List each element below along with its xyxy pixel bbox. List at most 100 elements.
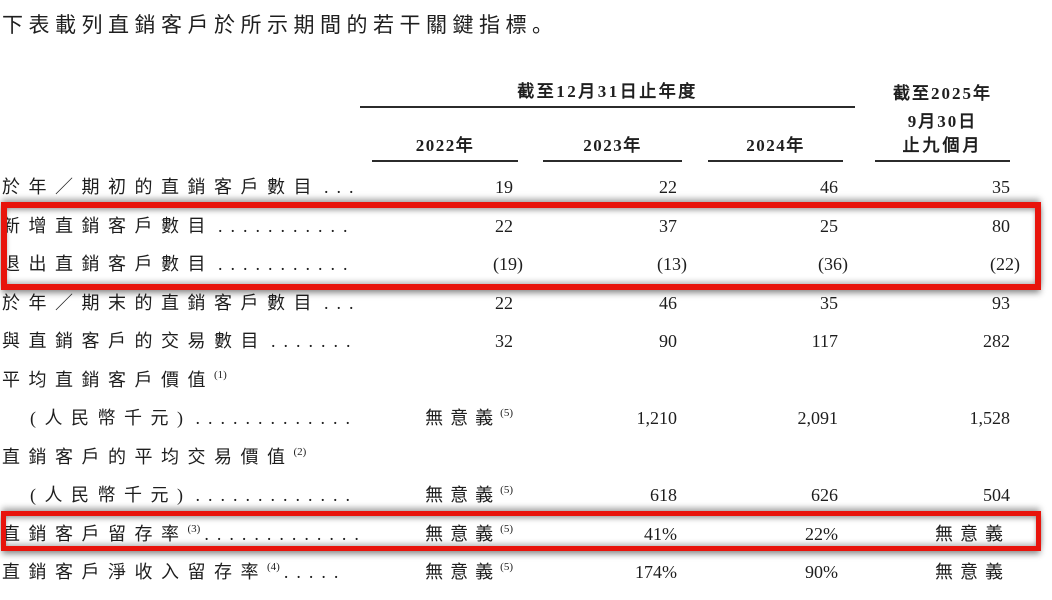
row-label: (人民幣千元) xyxy=(30,485,192,505)
footnote-ref: (5) xyxy=(500,522,513,535)
value-2022: 無意義(5) xyxy=(425,522,513,544)
footnote-ref: (5) xyxy=(500,561,513,573)
value-9m2025: 35 xyxy=(992,177,1010,197)
footnote-ref: (2) xyxy=(293,445,307,458)
dot-leader: ............. xyxy=(195,408,358,428)
value-2024: 626 xyxy=(811,485,838,505)
page-title: 下表載列直銷客戶於所示期間的若干關鍵指標。 xyxy=(2,13,559,37)
table-row: (人民幣千元)............. 無意義(5) 1,210 2,091 … xyxy=(0,399,1052,438)
table-header: 截至12月31日止年度 截至2025年 9月30日 2022年 2023年 20… xyxy=(0,76,1052,162)
value-9m2025: (22) xyxy=(990,254,1020,274)
value-2023: 1,210 xyxy=(636,408,678,428)
value-2022: 22 xyxy=(495,215,513,236)
row-label: 新增直銷客戶數目 xyxy=(2,215,214,236)
period-header-line3: 止九個月 xyxy=(875,134,1010,162)
table-row: 新增直銷客戶數目........... 22 37 25 80 xyxy=(0,207,1052,246)
period-header-line1: 截至2025年 xyxy=(893,84,992,103)
year-header-2022: 2022年 xyxy=(372,134,518,162)
value-2024: 46 xyxy=(820,177,838,197)
table-row: 直銷客戶淨收入留存率(4)..... 無意義(5) 174% 90% 無意義 xyxy=(0,553,1052,592)
value-2023: 90 xyxy=(659,331,677,351)
value-2023: (13) xyxy=(657,254,687,274)
value-2024 xyxy=(708,361,843,400)
value-9m2025: 無意義 xyxy=(935,523,1010,544)
value-2024: 2,091 xyxy=(797,408,839,428)
year-header-2024: 2024年 xyxy=(708,134,843,162)
value-9m2025 xyxy=(875,361,1010,400)
value-2023: 22 xyxy=(659,177,677,197)
value-9m2025: 80 xyxy=(992,215,1010,236)
row-label-cell: 直銷客戶的平均交易價值(2) xyxy=(0,438,372,477)
value-2024 xyxy=(708,438,843,477)
value-2023: 46 xyxy=(659,292,677,313)
table-row: 於年／期末的直銷客戶數目... 22 46 35 93 xyxy=(0,284,1052,323)
dot-leader: ... xyxy=(324,177,362,197)
value-2023: 41% xyxy=(644,523,677,544)
footnote-ref: (3) xyxy=(187,522,201,535)
value-9m2025: 93 xyxy=(992,292,1010,313)
row-label-cell: 於年／期初的直銷客戶數目... xyxy=(0,168,372,207)
row-label-cell: 平均直銷客戶價值(1) xyxy=(0,361,372,400)
row-label-cell: 於年／期末的直銷客戶數目... xyxy=(0,284,372,323)
value-2022: 無意義(5) xyxy=(425,561,513,583)
row-label: 退出直銷客戶數目 xyxy=(2,254,214,274)
table-row: 直銷客戶的平均交易價值(2) xyxy=(0,438,1052,477)
row-label: 於年／期初的直銷客戶數目 xyxy=(2,177,320,197)
dot-leader: ... xyxy=(324,292,362,313)
row-label-cell: 退出直銷客戶數目........... xyxy=(0,245,372,284)
dot-leader: ............. xyxy=(204,523,367,544)
value-2023 xyxy=(543,438,682,477)
footnote-ref: (5) xyxy=(500,407,513,419)
row-label: 直銷客戶淨收入留存率 xyxy=(2,562,267,582)
row-label-cell: (人民幣千元)............. xyxy=(0,476,372,515)
dot-leader: ..... xyxy=(283,562,347,582)
value-2024: 22% xyxy=(805,523,838,544)
value-2022: (19) xyxy=(493,254,523,274)
footnote-ref: (5) xyxy=(500,484,513,496)
value-2023: 174% xyxy=(635,562,677,582)
value-2022: 無意義(5) xyxy=(425,484,513,506)
table-row: 退出直銷客戶數目........... (19) (13) (36) (22) xyxy=(0,245,1052,284)
table-row: 直銷客戶留存率(3)............. 無意義(5) 41% 22% 無… xyxy=(0,515,1052,554)
column-group-header: 截至12月31日止年度 xyxy=(360,76,855,108)
dot-leader: ....... xyxy=(271,331,359,351)
value-2022 xyxy=(372,438,518,477)
value-2022: 19 xyxy=(495,177,513,197)
table-row: (人民幣千元)............. 無意義(5) 618 626 504 xyxy=(0,476,1052,515)
footnote-ref: (1) xyxy=(214,368,227,381)
row-label-cell: 直銷客戶留存率(3)............. xyxy=(0,515,372,554)
value-9m2025: 1,528 xyxy=(969,408,1011,428)
row-label: 與直銷客戶的交易數目 xyxy=(2,331,267,351)
dot-leader: ............. xyxy=(195,485,358,505)
value-2022 xyxy=(372,361,518,400)
row-label: 直銷客戶的平均交易價值 xyxy=(2,446,294,467)
value-2023: 37 xyxy=(659,215,677,236)
value-2024: (36) xyxy=(818,254,848,274)
period-header-line2: 9月30日 xyxy=(907,112,978,131)
dot-leader: ........... xyxy=(218,254,356,274)
value-9m2025 xyxy=(875,438,1010,477)
row-label-cell: 直銷客戶淨收入留存率(4)..... xyxy=(0,553,372,592)
row-label: 於年／期末的直銷客戶數目 xyxy=(2,292,320,313)
table-body: 於年／期初的直銷客戶數目... 19 22 46 35 新增直銷客戶數目....… xyxy=(0,168,1052,592)
value-9m2025: 282 xyxy=(983,331,1010,351)
value-2024: 117 xyxy=(811,331,838,351)
footnote-ref: (4) xyxy=(267,561,280,573)
dot-leader: ........... xyxy=(218,215,356,236)
value-2024: 35 xyxy=(820,292,838,313)
row-label: 平均直銷客戶價值 xyxy=(2,369,214,390)
value-2024: 90% xyxy=(805,562,838,582)
table-row: 與直銷客戶的交易數目....... 32 90 117 282 xyxy=(0,322,1052,361)
value-2024: 25 xyxy=(820,215,838,236)
value-2022: 無意義(5) xyxy=(425,407,513,429)
value-2023 xyxy=(543,361,682,400)
value-2022: 22 xyxy=(495,292,513,313)
table-row: 於年／期初的直銷客戶數目... 19 22 46 35 xyxy=(0,168,1052,207)
row-label-cell: (人民幣千元)............. xyxy=(0,399,372,438)
table-row: 平均直銷客戶價值(1) xyxy=(0,361,1052,400)
value-9m2025: 504 xyxy=(983,485,1010,505)
value-2023: 618 xyxy=(650,485,677,505)
row-label-cell: 與直銷客戶的交易數目....... xyxy=(0,322,372,361)
year-header-2023: 2023年 xyxy=(543,134,682,162)
